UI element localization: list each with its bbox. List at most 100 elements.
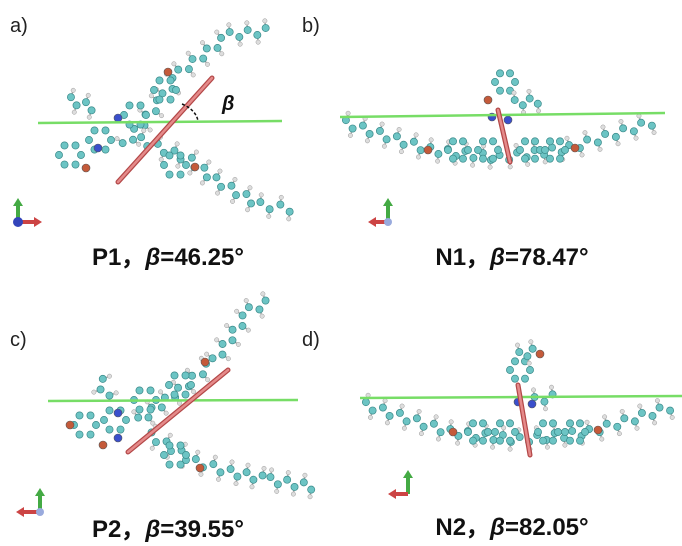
carbon <box>366 130 373 137</box>
carbon <box>410 138 417 145</box>
hydrogen <box>148 128 152 132</box>
carbon <box>203 45 210 52</box>
carbon <box>649 412 656 419</box>
hydrogen <box>580 153 584 157</box>
carbon <box>277 201 284 208</box>
carbon <box>213 174 220 181</box>
carbon <box>236 33 243 40</box>
carbon <box>167 77 174 84</box>
hydrogen <box>245 21 249 25</box>
carbon <box>257 198 264 205</box>
carbon <box>417 147 424 154</box>
carbon <box>219 340 226 347</box>
carbon <box>243 190 250 197</box>
carbon <box>511 96 518 103</box>
hydrogen <box>234 481 238 485</box>
carbon <box>214 44 221 51</box>
hydrogen <box>200 181 204 185</box>
carbon <box>136 406 143 413</box>
carbon <box>152 108 159 115</box>
carbon <box>129 136 136 143</box>
carbon <box>400 141 407 148</box>
carbon <box>534 100 541 107</box>
caption: N2，β=82.05° <box>435 514 588 541</box>
hydrogen <box>619 119 623 123</box>
carbon <box>516 348 523 355</box>
hydrogen <box>598 147 602 151</box>
hydrogen <box>176 164 180 168</box>
hydrogen <box>348 133 352 137</box>
carbon <box>459 138 466 145</box>
caption-name: N2， <box>435 514 490 541</box>
axis-icon <box>368 198 393 227</box>
hydrogen <box>419 431 423 435</box>
carbon <box>506 366 513 373</box>
hydrogen <box>515 343 519 347</box>
carbon <box>185 66 192 73</box>
carbon <box>262 297 269 304</box>
carbon <box>546 155 553 162</box>
hydrogen <box>150 446 154 450</box>
carbon <box>147 387 154 394</box>
panel-label: b) <box>302 15 320 37</box>
carbon <box>603 420 610 427</box>
carbon <box>262 24 269 31</box>
hydrogen <box>291 492 295 496</box>
carbon <box>529 345 536 352</box>
carbon <box>247 200 254 207</box>
carbon <box>200 55 207 62</box>
carbon <box>61 161 68 168</box>
carbon <box>219 351 226 358</box>
carbon <box>496 420 503 427</box>
hydrogen <box>246 328 250 332</box>
carbon <box>444 146 451 153</box>
carbon <box>534 428 541 435</box>
carbon <box>576 437 583 444</box>
carbon <box>581 428 588 435</box>
hydrogen <box>234 309 238 313</box>
carbon <box>152 438 159 445</box>
carbon <box>274 481 281 488</box>
carbon <box>217 183 224 190</box>
hydrogen <box>490 445 494 449</box>
carbon <box>521 375 528 382</box>
carbon <box>226 28 233 35</box>
oxygen <box>449 428 457 436</box>
carbon <box>506 437 513 444</box>
hydrogen <box>216 477 220 481</box>
carbon <box>87 431 94 438</box>
hydrogen <box>248 186 252 190</box>
hydrogen <box>385 421 389 425</box>
hydrogen <box>382 144 386 148</box>
hydrogen <box>115 136 119 140</box>
oxygen <box>196 464 204 472</box>
hydrogen <box>230 199 234 203</box>
carbon <box>648 122 655 129</box>
nitrogen <box>504 116 512 124</box>
carbon <box>189 55 196 62</box>
axis-icon <box>16 488 45 517</box>
caption-symbol: β <box>144 244 160 271</box>
carbon <box>243 469 250 476</box>
carbon <box>511 78 518 85</box>
carbon <box>171 372 178 379</box>
carbon <box>524 353 531 360</box>
hydrogen <box>220 52 224 56</box>
carbon <box>177 442 184 449</box>
oxygen <box>594 426 602 434</box>
carbon <box>67 94 74 101</box>
carbon <box>594 139 601 146</box>
carbon <box>136 387 143 394</box>
carbon <box>142 111 149 118</box>
carbon <box>158 404 165 411</box>
hydrogen <box>159 113 163 117</box>
carbon <box>177 171 184 178</box>
carbon <box>175 66 182 73</box>
carbon <box>245 304 252 311</box>
hydrogen <box>563 443 567 447</box>
carbon <box>166 152 173 159</box>
carbon <box>72 142 79 149</box>
carbon <box>420 423 427 430</box>
carbon <box>516 146 523 153</box>
hydrogen <box>303 473 307 477</box>
